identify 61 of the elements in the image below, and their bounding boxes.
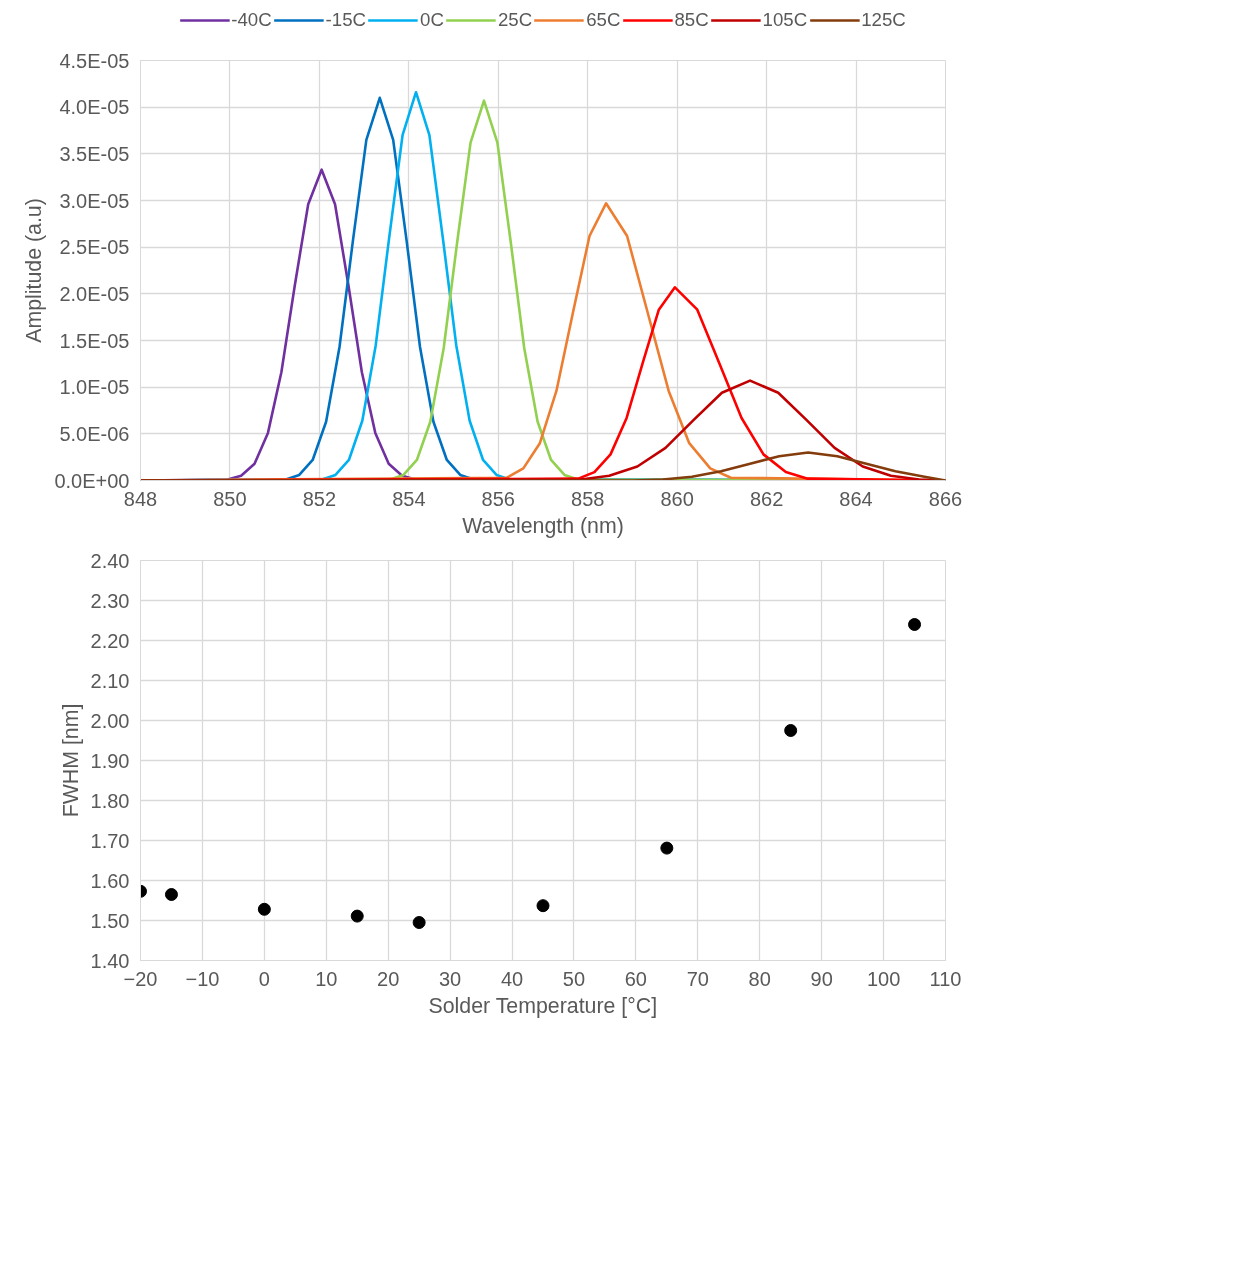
x-tick-label: 0 [258,967,270,990]
point [660,841,674,855]
y-tick-label: 1.80 [90,789,130,812]
y-tick-label: 2.00 [90,709,130,732]
y-tick-label: 1.0E-05 [59,376,130,399]
x-tick-label: 854 [392,487,426,510]
point [908,618,922,631]
point [350,909,364,923]
y-tick-label: 2.40 [90,549,130,572]
y-tick-label: 2.30 [90,589,130,612]
legend-label: 25C [497,9,533,31]
x-tick-label: 866 [928,487,963,510]
x-axis-title: Wavelength (nm) [462,513,624,538]
x-tick-label: 864 [839,487,873,510]
y-tick-label: 4.5E-05 [59,49,130,72]
x-tick-label: 80 [748,967,771,990]
x-tick-label: 40 [500,967,524,990]
y-tick-label: 2.5E-05 [59,236,130,259]
y-axis-title: Amplitude (a.u) [22,198,47,343]
y-tick-label: 5.0E-06 [59,422,130,445]
x-tick-label: 50 [562,967,586,990]
x-tick-label: 10 [315,967,338,990]
y-tick-label: 1.60 [90,869,130,892]
point [536,899,550,913]
x-tick-label: 850 [213,487,247,510]
legend-label: 0C [420,9,444,31]
y-tick-label: 2.10 [90,669,130,692]
y-tick-label: 1.5E-05 [59,329,130,352]
y-tick-label: 4.0E-05 [59,96,130,119]
y-tick-label: 1.50 [90,909,130,932]
legend-label: 125C [861,9,906,31]
y-tick-label: 3.0E-05 [59,189,130,212]
y-axis-title: FWHM [nm] [58,703,83,818]
point [164,888,178,901]
x-tick-label: 110 [929,967,962,990]
legend-label: -15C [325,9,367,31]
y-tick-label: 2.0E-05 [59,282,130,305]
x-tick-label: 852 [302,487,337,510]
legend-label: 105C [762,9,808,31]
legend-label: -40C [231,9,272,31]
y-tick-label: 1.70 [90,829,130,852]
x-tick-label: 90 [810,967,833,990]
x-tick-label: −10 [185,967,220,990]
x-axis-title: Solder Temperature [°C] [428,993,658,1018]
x-tick-label: 20 [377,967,400,990]
y-tick-label: 1.90 [90,749,130,772]
x-tick-label: 60 [624,967,648,990]
legend-label: 65C [586,9,621,31]
x-tick-label: 856 [481,487,515,510]
x-tick-label: 100 [866,967,901,990]
x-tick-label: 70 [686,967,709,990]
x-tick-label: 858 [571,487,605,510]
point [257,902,271,916]
legend-label: 85C [674,9,709,31]
y-tick-label: 2.20 [90,629,130,652]
y-tick-label: 3.5E-05 [59,142,130,165]
x-tick-label: 30 [438,967,462,990]
x-tick-label: 860 [660,487,694,510]
x-tick-label: 862 [749,487,784,510]
point [412,916,426,929]
point [784,724,798,737]
